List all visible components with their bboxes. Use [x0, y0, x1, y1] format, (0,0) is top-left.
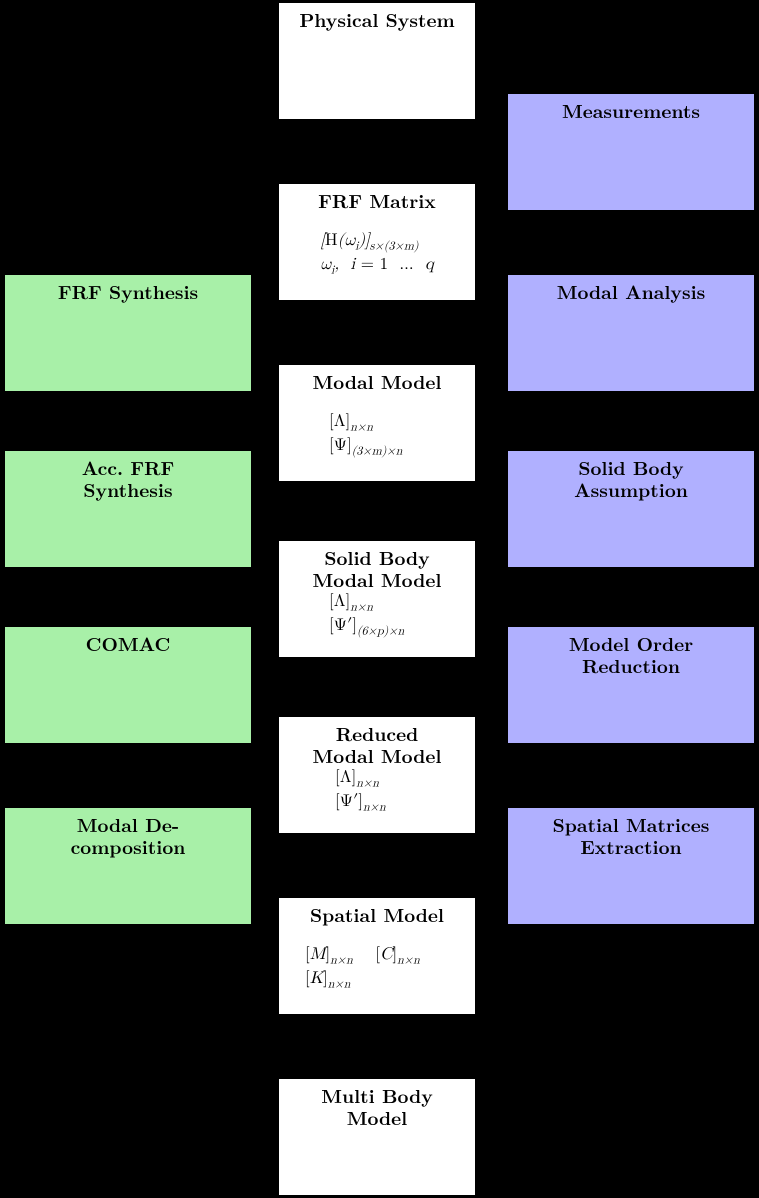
node-reduced-modal-model: ReducedModal Model [Λ]n×n [Ψ′]n×n — [278, 716, 476, 834]
node-title: Physical System — [299, 9, 454, 31]
node-title: Modal De-composition — [71, 814, 186, 858]
node-math: [Λ]n×n [Ψ′]n×n — [283, 767, 386, 816]
node-title: Spatial Model — [310, 904, 444, 926]
node-title: COMAC — [86, 633, 171, 655]
node-solid-body-modal-model: Solid BodyModal Model [Λ]n×n [Ψ′](6×p)×n — [278, 540, 476, 658]
node-title: Model OrderReduction — [569, 633, 693, 677]
node-solid-body-assumption: Solid BodyAssumption — [507, 450, 755, 568]
node-comac: COMAC — [4, 626, 252, 744]
node-title: FRF Synthesis — [58, 281, 198, 303]
node-modal-decomposition: Modal De-composition — [4, 807, 252, 925]
node-title: FRF Matrix — [318, 190, 436, 212]
node-title: Solid BodyAssumption — [574, 457, 688, 501]
node-modal-analysis: Modal Analysis — [507, 274, 755, 392]
node-title: Solid BodyModal Model — [313, 547, 442, 591]
node-frf-matrix: FRF Matrix [H(ωi)]s×(3×m) ωi, i = 1 … q — [278, 183, 476, 301]
node-title: Spatial MatricesExtraction — [553, 814, 710, 858]
node-modal-model: Modal Model [Λ]n×n [Ψ](3×m)×n — [278, 364, 476, 482]
node-spatial-model: Spatial Model [M]n×n [C]n×n [K]n×n — [278, 897, 476, 1015]
node-spatial-matrices-extraction: Spatial MatricesExtraction — [507, 807, 755, 925]
node-title: Acc. FRFSynthesis — [82, 457, 175, 501]
node-math: [H(ωi)]s×(3×m) ωi, i = 1 … q — [320, 230, 434, 279]
node-physical-system: Physical System — [278, 2, 476, 120]
node-math: [Λ]n×n [Ψ′](6×p)×n — [283, 591, 404, 640]
node-title: Measurements — [562, 100, 700, 122]
node-math: [M]n×n [C]n×n [K]n×n — [283, 944, 420, 993]
node-model-order-reduction: Model OrderReduction — [507, 626, 755, 744]
node-title: Modal Analysis — [557, 281, 706, 303]
node-title: ReducedModal Model — [313, 723, 442, 767]
node-acc-frf-synthesis: Acc. FRFSynthesis — [4, 450, 252, 568]
node-math: [Λ]n×n [Ψ](3×m)×n — [283, 411, 402, 460]
node-title: Multi BodyModel — [321, 1085, 433, 1129]
node-title: Modal Model — [313, 371, 442, 393]
node-frf-synthesis: FRF Synthesis — [4, 274, 252, 392]
node-measurements: Measurements — [507, 93, 755, 211]
node-multi-body-model: Multi BodyModel — [278, 1078, 476, 1196]
